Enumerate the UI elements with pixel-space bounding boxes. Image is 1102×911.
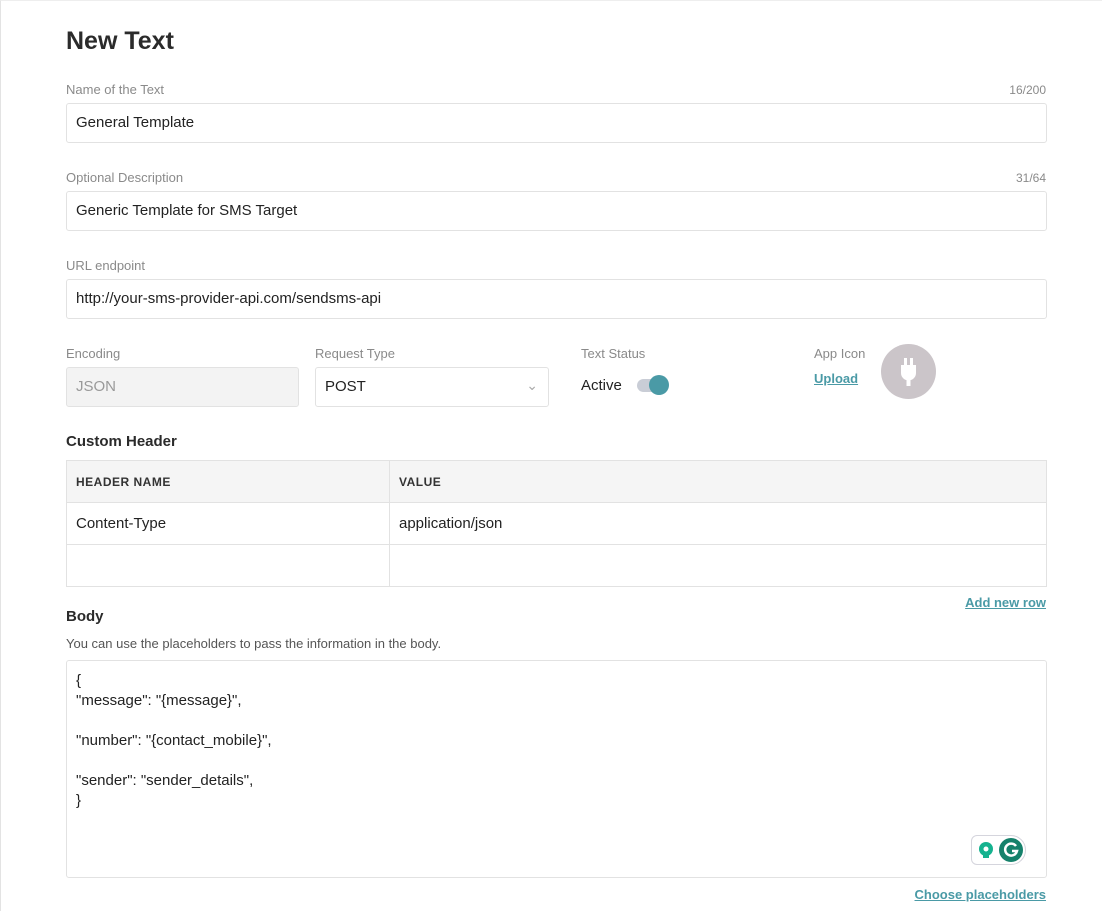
plug-icon bbox=[901, 358, 916, 386]
body-hint: You can use the placeholders to pass the… bbox=[66, 636, 442, 651]
header-name-cell[interactable]: Content-Type bbox=[66, 502, 390, 545]
encoding-label: Encoding bbox=[66, 346, 121, 361]
column-header-value: VALUE bbox=[389, 460, 1047, 503]
name-count: 16/200 bbox=[1009, 83, 1046, 97]
upload-link[interactable]: Upload bbox=[814, 371, 859, 386]
app-icon-preview bbox=[881, 344, 936, 399]
table-row: Content-Type application/json bbox=[66, 502, 1047, 545]
description-count: 31/64 bbox=[1015, 171, 1046, 185]
body-title: Body bbox=[66, 608, 104, 625]
header-value-cell[interactable] bbox=[389, 544, 1047, 587]
body-textarea[interactable]: { "message": "{message}", "number": "{co… bbox=[66, 660, 1047, 878]
status-label: Text Status bbox=[581, 346, 646, 361]
request-type-select[interactable]: POST ⌄ bbox=[315, 367, 549, 407]
custom-header-title: Custom Header bbox=[66, 433, 177, 450]
grammarly-icon bbox=[999, 838, 1023, 862]
table-row bbox=[66, 544, 1047, 587]
header-value-cell[interactable]: application/json bbox=[389, 502, 1047, 545]
header-name-cell[interactable] bbox=[66, 544, 390, 587]
encoding-input: JSON bbox=[66, 367, 299, 407]
grammarly-widget[interactable] bbox=[971, 835, 1026, 865]
status-value: Active bbox=[581, 377, 622, 394]
request-type-value: POST bbox=[325, 378, 366, 395]
description-label: Optional Description bbox=[66, 170, 184, 185]
choose-placeholders-link[interactable]: Choose placeholders bbox=[914, 887, 1046, 902]
lightbulb-icon bbox=[979, 842, 993, 858]
description-input[interactable]: Generic Template for SMS Target bbox=[66, 191, 1047, 231]
custom-header-table: HEADER NAME VALUE Content-Type application… bbox=[66, 460, 1047, 587]
name-input[interactable]: General Template bbox=[66, 103, 1047, 143]
page-title: New Text bbox=[66, 27, 174, 55]
column-header-name: HEADER NAME bbox=[66, 460, 390, 503]
request-type-label: Request Type bbox=[315, 346, 395, 361]
url-label: URL endpoint bbox=[66, 258, 146, 273]
url-input[interactable]: http://your-sms-provider-api.com/sendsms… bbox=[66, 279, 1047, 319]
app-icon-label: App Icon bbox=[814, 346, 866, 361]
status-toggle[interactable] bbox=[637, 375, 669, 395]
name-label: Name of the Text bbox=[66, 82, 165, 97]
add-row-link[interactable]: Add new row bbox=[965, 595, 1046, 610]
chevron-down-icon: ⌄ bbox=[526, 377, 538, 393]
